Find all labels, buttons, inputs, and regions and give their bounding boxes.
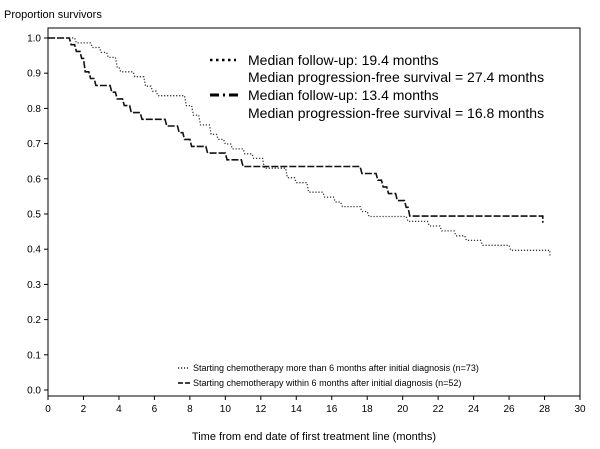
x-tick-label: 12 xyxy=(255,404,267,415)
y-tick-label: 0.7 xyxy=(27,139,41,150)
annotation-box: Median follow-up: 19.4 months Median pro… xyxy=(210,52,544,121)
x-tick-label: 4 xyxy=(116,404,122,415)
x-tick-label: 16 xyxy=(326,404,338,415)
y-tick-label: 0.5 xyxy=(27,210,41,221)
y-axis-title: Proportion survivors xyxy=(4,9,102,21)
y-tick-label: 0.6 xyxy=(27,174,41,185)
x-axis: 0 2 4 6 8 10 12 14 16 18 20 22 24 26 28 30 xyxy=(45,396,586,415)
annotation-dotted-line1: Median follow-up: 19.4 months xyxy=(248,52,439,68)
legend: Starting chemotherapy more than 6 months… xyxy=(178,363,479,388)
x-tick-label: 28 xyxy=(539,404,551,415)
y-tick-label: 1.0 xyxy=(27,34,41,45)
series-line-dotted xyxy=(48,37,551,257)
y-tick-label: 0.9 xyxy=(27,69,41,80)
y-tick-label: 0.1 xyxy=(27,350,41,361)
x-axis-title: Time from end date of first treatment li… xyxy=(192,431,436,443)
annotation-dashed-line1: Median follow-up: 13.4 months xyxy=(248,87,439,103)
x-tick-label: 24 xyxy=(468,404,480,415)
x-tick-label: 22 xyxy=(433,404,445,415)
y-tick-label: 0.8 xyxy=(27,104,41,115)
x-tick-label: 30 xyxy=(574,404,586,415)
x-tick-label: 26 xyxy=(504,404,516,415)
legend-label-dashed: Starting chemotherapy within 6 months af… xyxy=(193,378,461,388)
series-line-dashed xyxy=(48,37,544,223)
x-tick-label: 20 xyxy=(397,404,409,415)
plot-frame xyxy=(47,27,581,397)
x-tick-label: 8 xyxy=(187,404,193,415)
survival-curves xyxy=(48,37,551,257)
x-tick-label: 14 xyxy=(291,404,303,415)
y-axis: 0.0 0.1 0.2 0.3 0.4 0.5 0.6 0.7 0.8 0.9 1.0 xyxy=(27,34,48,397)
annotation-dashed-line2: Median progression-free survival = 16.8 … xyxy=(248,105,544,121)
x-tick-label: 10 xyxy=(220,404,232,415)
x-tick-label: 0 xyxy=(45,404,51,415)
y-tick-label: 0.3 xyxy=(27,280,41,291)
x-tick-label: 18 xyxy=(362,404,374,415)
annotation-dotted-line2: Median progression-free survival = 27.4 … xyxy=(248,69,544,85)
y-tick-label: 0.0 xyxy=(27,386,41,397)
y-tick-label: 0.4 xyxy=(27,245,41,256)
legend-label-dotted: Starting chemotherapy more than 6 months… xyxy=(193,363,479,373)
y-tick-label: 0.2 xyxy=(27,315,41,326)
x-tick-label: 2 xyxy=(81,404,87,415)
x-tick-label: 6 xyxy=(152,404,158,415)
